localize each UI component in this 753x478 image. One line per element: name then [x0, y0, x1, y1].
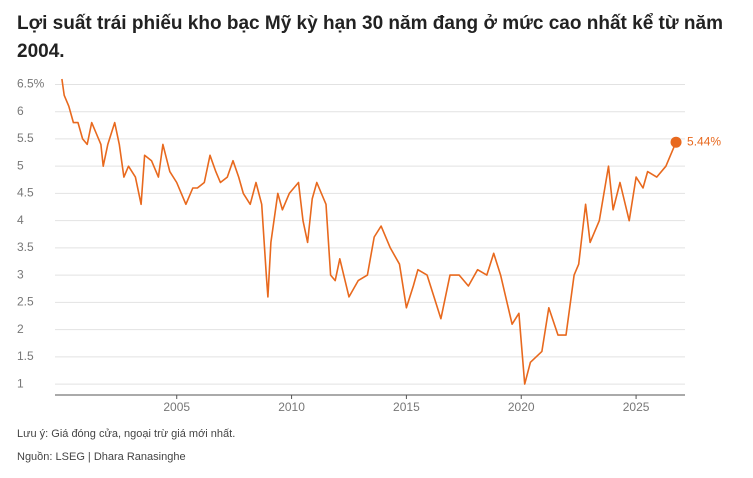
y-tick-label: 2.5: [17, 295, 34, 309]
y-tick-label: 6.5%: [17, 77, 45, 91]
line: [61, 78, 677, 385]
y-tick-label: 4.5: [17, 186, 34, 200]
y-tick-label: 1: [17, 376, 24, 390]
y-tick-label: 4: [17, 213, 24, 227]
x-tick-label: 2010: [278, 400, 305, 414]
y-tick-label: 3: [17, 267, 24, 281]
end-marker: [670, 136, 682, 148]
chart-title: Lợi suất trái phiếu kho bạc Mỹ kỳ hạn 30…: [17, 13, 723, 62]
x-tick-label: 2005: [163, 400, 190, 414]
y-tick-label: 6: [17, 104, 24, 118]
x-tick-label: 2020: [508, 400, 535, 414]
value-label: 5.44%: [687, 134, 721, 148]
x-tick-label: 2015: [393, 400, 420, 414]
x-tick-label: 2025: [623, 400, 650, 414]
y-tick-label: 2: [17, 322, 24, 336]
source: Nguồn: LSEG | Dhara Ranasinghe: [17, 451, 186, 463]
y-tick-label: 5: [17, 158, 24, 172]
note: Lưu ý: Giá đóng cửa, ngoại trừ giá mới n…: [17, 428, 236, 440]
y-tick-label: 1.5: [17, 349, 34, 363]
y-tick-label: 5.5: [17, 131, 34, 145]
y-tick-label: 3.5: [17, 240, 34, 254]
